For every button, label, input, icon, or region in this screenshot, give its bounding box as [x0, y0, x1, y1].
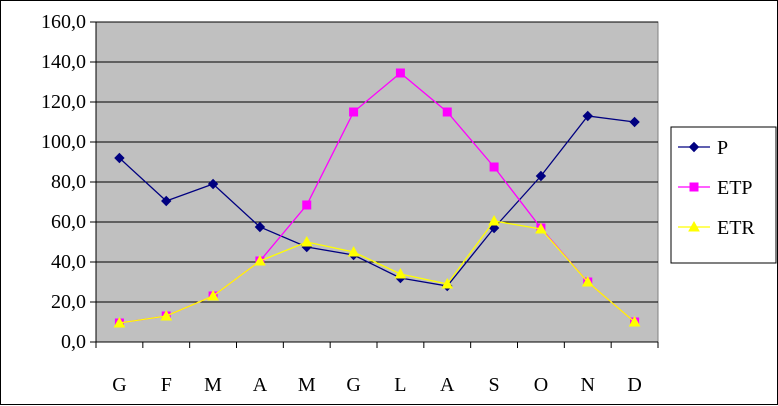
data-point-etp — [489, 162, 499, 172]
y-tick-label: 0,0 — [61, 331, 86, 353]
data-point-etr — [581, 275, 594, 287]
y-tick-label: 40,0 — [51, 251, 86, 273]
x-tick-label: G — [112, 374, 126, 396]
data-point-etr — [160, 309, 173, 321]
x-tick-label: S — [489, 374, 500, 396]
x-tick-label: M — [204, 374, 222, 396]
legend-marker-etp — [689, 182, 699, 192]
legend-label-etr: ETR — [717, 217, 755, 239]
data-point-etp — [349, 107, 359, 117]
legend-item-p: P — [678, 137, 728, 159]
data-point-etr — [254, 254, 266, 266]
y-tick-label: 140,0 — [41, 51, 86, 73]
data-point-etr — [300, 235, 313, 247]
series-line-p — [118, 115, 635, 287]
x-tick-label: M — [298, 374, 316, 396]
legend-marker-p — [688, 141, 700, 153]
gridlines — [96, 21, 658, 303]
legend-item-etp: ETP — [678, 177, 753, 199]
data-point-etr — [113, 316, 126, 328]
data-point-p — [488, 222, 500, 234]
x-tick-label: G — [346, 374, 360, 396]
x-tick-label: F — [161, 374, 172, 396]
legend-items: P ETP ETR — [678, 137, 755, 239]
data-point-p — [114, 152, 125, 164]
legend-label-etp: ETP — [717, 177, 753, 199]
data-point-p — [254, 221, 266, 233]
y-tick-label: 80,0 — [51, 171, 86, 193]
x-tick-label: A — [440, 374, 455, 396]
legend-marker-etr — [688, 220, 700, 232]
data-point-p — [207, 178, 219, 190]
x-tick-label: L — [394, 374, 406, 396]
y-tick-label: 120,0 — [41, 91, 86, 113]
y-tick-label: 100,0 — [41, 131, 86, 153]
x-tick-label: A — [253, 374, 268, 396]
y-tick-label: 160,0 — [41, 11, 86, 33]
series — [113, 68, 641, 328]
y-tick-label: 60,0 — [51, 211, 86, 233]
x-tick-label: N — [581, 374, 595, 396]
data-point-etr — [347, 245, 360, 257]
legend-label-p: P — [717, 137, 728, 159]
data-point-etp — [302, 200, 312, 210]
data-point-etr — [394, 267, 407, 279]
data-point-etr — [441, 277, 454, 289]
legend-box — [670, 126, 777, 264]
data-point-etr — [488, 214, 500, 226]
legend-item-etr: ETR — [678, 217, 755, 239]
data-point-p — [582, 110, 593, 122]
data-point-etr — [207, 289, 219, 301]
x-tick-label: D — [627, 374, 641, 396]
data-point-p — [161, 195, 172, 207]
data-point-etr — [628, 315, 641, 327]
x-tick-label: O — [534, 374, 548, 396]
data-point-p — [535, 170, 547, 182]
y-tick-label: 20,0 — [51, 291, 86, 313]
series-line-etr — [119, 220, 636, 324]
data-point-etp — [395, 68, 405, 78]
series-etr — [113, 214, 641, 328]
axes — [90, 21, 659, 348]
y-tick-labels: 0,0 20,0 40,0 60,0 80,0 100,0 120,0 140,0 160,0 — [41, 11, 86, 353]
legend: P ETP ETR — [670, 126, 777, 264]
data-point-etr — [535, 222, 547, 234]
data-point-p — [629, 116, 640, 128]
data-point-etp — [442, 107, 452, 117]
